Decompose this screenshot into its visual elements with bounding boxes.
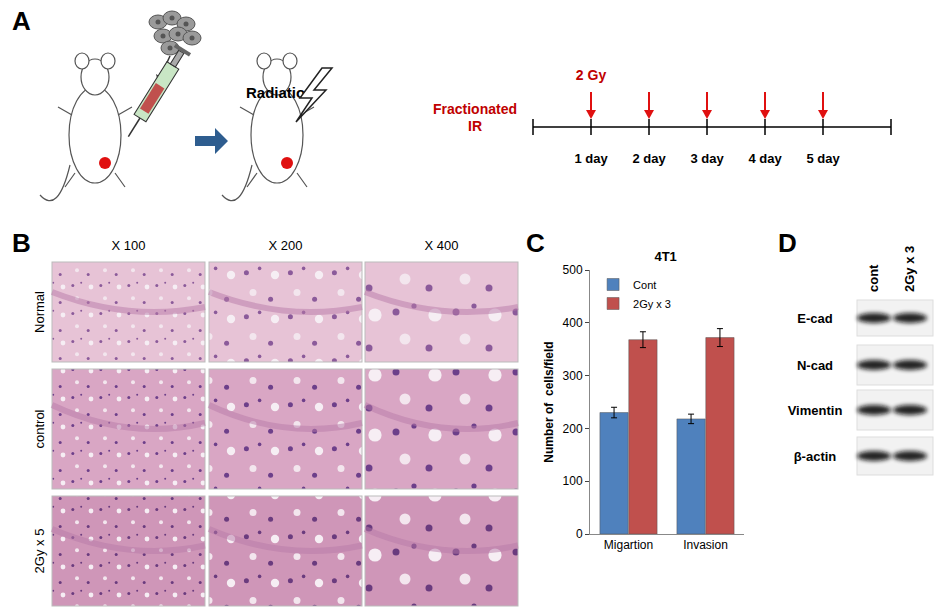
svg-text:100: 100	[563, 474, 583, 488]
svg-text:4T1: 4T1	[654, 249, 676, 264]
svg-text:4 day: 4 day	[748, 151, 782, 166]
svg-text:Fractionated: Fractionated	[433, 101, 517, 117]
svg-text:B: B	[12, 228, 31, 258]
svg-text:2 day: 2 day	[632, 151, 666, 166]
svg-text:3 day: 3 day	[690, 151, 724, 166]
svg-text:Invasion: Invasion	[683, 538, 728, 552]
svg-text:0: 0	[576, 527, 583, 541]
svg-text:X 200: X 200	[269, 238, 303, 253]
svg-text:N-cad: N-cad	[797, 358, 833, 373]
svg-text:X 400: X 400	[425, 238, 459, 253]
svg-text:Cont: Cont	[633, 279, 656, 291]
svg-text:IR: IR	[468, 118, 482, 134]
svg-text:C: C	[526, 228, 545, 258]
svg-text:E-cad: E-cad	[797, 311, 832, 326]
svg-text:X 100: X 100	[112, 238, 146, 253]
svg-text:control: control	[32, 409, 47, 448]
svg-text:2 Gy: 2 Gy	[576, 67, 607, 83]
svg-text:cont: cont	[866, 264, 881, 292]
svg-text:200: 200	[563, 422, 583, 436]
svg-text:Normal: Normal	[32, 291, 47, 333]
svg-text:2Gy x 3: 2Gy x 3	[633, 298, 671, 310]
svg-text:β-actin: β-actin	[794, 449, 837, 464]
svg-text:2Gy x 3: 2Gy x 3	[902, 246, 917, 292]
svg-text:5 day: 5 day	[806, 151, 840, 166]
svg-text:Vimentin: Vimentin	[788, 403, 843, 418]
svg-text:2Gy x 5: 2Gy x 5	[32, 529, 47, 574]
svg-text:300: 300	[563, 369, 583, 383]
svg-text:A: A	[12, 6, 31, 36]
svg-text:D: D	[778, 228, 797, 258]
svg-text:500: 500	[563, 263, 583, 277]
svg-text:400: 400	[563, 316, 583, 330]
svg-text:Migartion: Migartion	[604, 538, 653, 552]
svg-text:Number of cells/field: Number of cells/field	[542, 341, 556, 462]
svg-text:1 day: 1 day	[574, 151, 608, 166]
svg-text:Radiation: Radiation	[246, 84, 315, 101]
